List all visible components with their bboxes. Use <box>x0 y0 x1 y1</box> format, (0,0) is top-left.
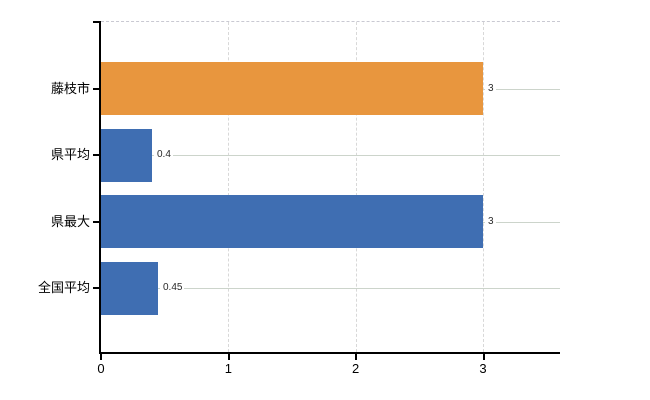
bar <box>101 195 483 248</box>
horizontal-gridline <box>101 155 560 156</box>
y-axis-top-tick <box>93 21 100 23</box>
x-axis-tick <box>227 354 230 360</box>
horizontal-gridline <box>101 288 560 289</box>
bar <box>101 62 483 115</box>
vertical-gridline <box>228 22 230 352</box>
y-axis-label: 藤枝市 <box>50 80 90 96</box>
bar-value-label: 0.4 <box>154 148 173 162</box>
x-axis-line <box>99 352 560 354</box>
y-axis-tick <box>93 220 100 223</box>
y-axis-label: 県最大 <box>50 213 90 229</box>
x-axis-tick <box>355 354 358 360</box>
bar <box>101 128 152 182</box>
y-axis-label: 県平均 <box>50 147 90 162</box>
x-tick-label: 0 <box>97 361 105 376</box>
x-tick-label: 2 <box>352 361 360 376</box>
bar <box>101 261 158 315</box>
y-axis-line <box>99 21 101 353</box>
bar-value-label: 0.45 <box>160 281 185 295</box>
y-axis-label: 全国平均 <box>37 280 90 295</box>
x-axis-tick <box>100 354 102 360</box>
x-axis-tick <box>482 354 485 360</box>
bar-value-label: 3 <box>485 81 496 96</box>
plot-top-gridline <box>101 21 560 22</box>
y-axis-tick <box>93 154 100 156</box>
x-tick-label: 3 <box>479 361 487 376</box>
y-axis-tick <box>93 287 100 289</box>
vertical-gridline <box>483 22 484 352</box>
bar-value-label: 3 <box>485 214 496 229</box>
vertical-gridline <box>355 22 357 352</box>
y-axis-tick <box>93 87 100 90</box>
x-tick-label: 1 <box>224 361 232 376</box>
